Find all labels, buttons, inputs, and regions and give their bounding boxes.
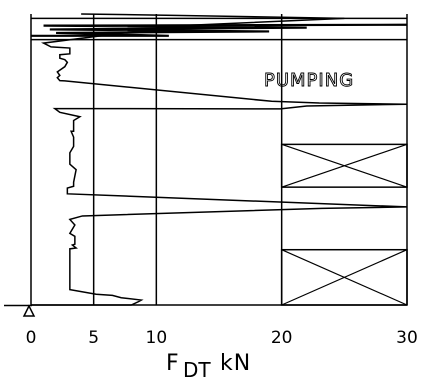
x-axis-title: F DT kN — [166, 351, 251, 379]
series-line-0 — [31, 13, 408, 306]
x-tick-label-10: 10 — [146, 328, 168, 348]
cross-box-0 — [280, 248, 408, 306]
cross-boxes — [280, 143, 408, 306]
x-tick-label-20: 20 — [271, 328, 293, 348]
x-axis-title-main: F — [166, 351, 180, 376]
pumping-spikes — [31, 23, 408, 37]
force-trace — [31, 13, 408, 306]
x-tick-label-5: 5 — [88, 328, 99, 348]
x-axis-title-unit: kN — [220, 351, 251, 376]
x-tick-label-0: 0 — [26, 328, 37, 348]
x-tick-label-30: 30 — [396, 328, 418, 348]
x-axis-title-subscript: DT — [183, 358, 211, 379]
origin-triangle-icon — [22, 304, 36, 317]
origin-marker — [4, 304, 36, 317]
cross-box-0-diag-b — [281, 249, 408, 306]
chart-grid — [30, 14, 408, 306]
x-tick-labels: 0 5 10 20 30 — [26, 328, 418, 348]
pumping-label: PUMPING — [264, 70, 354, 91]
cross-box-1 — [280, 143, 408, 188]
cross-box-1-diag-b — [281, 143, 408, 188]
pumping-band — [31, 17, 408, 41]
